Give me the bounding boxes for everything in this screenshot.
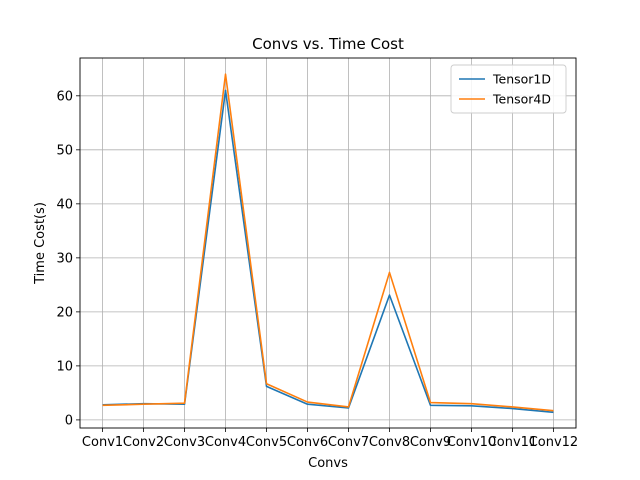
x-tick-label: Conv9 <box>410 435 451 450</box>
chart-title: Convs vs. Time Cost <box>252 35 404 53</box>
x-axis-ticks: Conv1 Conv2 Conv3 Conv4 Conv5 Conv6 Conv7 Conv8… <box>82 428 578 450</box>
x-tick-label: Conv6 <box>287 435 328 450</box>
series-line-tensor1d <box>102 89 554 414</box>
x-axis-label: Convs <box>308 456 348 471</box>
legend-label: Tensor1D <box>492 72 551 87</box>
series-lines <box>102 73 554 414</box>
x-tick-label: Conv7 <box>328 435 369 450</box>
x-tick-label: Conv8 <box>369 435 410 450</box>
x-tick-label: Conv4 <box>205 435 246 450</box>
x-tick-label: Conv3 <box>164 435 205 450</box>
y-tick-label: 50 <box>56 143 73 158</box>
legend-label: Tensor4D <box>492 92 551 107</box>
x-tick-label: Conv1 <box>82 435 123 450</box>
x-tick-label: Conv12 <box>529 435 579 450</box>
x-tick-label: Conv11 <box>488 435 538 450</box>
legend: Tensor1D Tensor4D <box>450 64 567 114</box>
y-tick-label: 10 <box>56 359 73 374</box>
x-tick-label: Conv10 <box>447 435 497 450</box>
y-tick-label: 0 <box>65 413 73 428</box>
legend-box <box>450 64 567 114</box>
series-line-tensor4d <box>102 73 554 412</box>
y-tick-label: 30 <box>56 251 73 266</box>
y-axis-label: Time Cost(s) <box>33 202 48 285</box>
plot-frame <box>79 57 577 429</box>
y-tick-label: 60 <box>56 89 73 104</box>
x-tick-label: Conv5 <box>246 435 287 450</box>
x-tick-label: Conv2 <box>123 435 164 450</box>
y-tick-label: 20 <box>56 305 73 320</box>
y-tick-label: 40 <box>56 197 73 212</box>
y-axis-ticks: 0 10 20 30 40 50 60 <box>56 89 80 428</box>
